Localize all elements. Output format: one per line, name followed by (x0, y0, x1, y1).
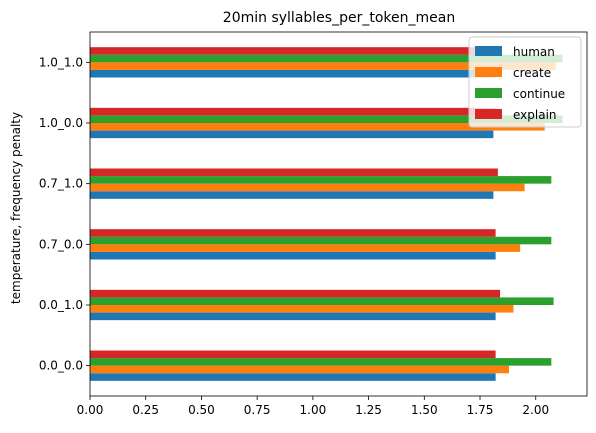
x-tick-label: 0.50 (188, 403, 215, 417)
bar-human-0.7_0.0 (90, 251, 496, 260)
chart-title: 20min syllables_per_token_mean (223, 10, 455, 26)
legend-label-explain: explain (513, 108, 557, 122)
plot-frame (89, 31, 588, 397)
bar-create-0.7_0.0 (90, 244, 521, 252)
bar-continue-1.0_1.0 (90, 54, 563, 63)
bar-explain-0.0_0.0 (90, 350, 496, 359)
y-tick-label: 1.0_1.0 (39, 55, 83, 69)
legend-swatch-explain (475, 109, 502, 119)
legend-label-human: human (513, 45, 555, 59)
x-tick-label: 1.75 (467, 403, 494, 417)
bar-human-0.7_1.0 (90, 191, 494, 199)
legend-label-create: create (513, 66, 551, 80)
x-ticks: 0.00 0.25 0.50 0.75 1.00 1.25 1.50 1.75 2.00 (77, 396, 549, 417)
bar-continue-0.7_1.0 (90, 176, 552, 184)
x-tick-label: 0.75 (244, 403, 271, 417)
legend-swatch-human (475, 46, 502, 56)
bars-group (90, 47, 563, 381)
y-axis-label: temperature, frequency penalty (9, 112, 23, 304)
y-tick-label: 1.0_0.0 (39, 116, 83, 130)
bar-continue-0.7_0.0 (90, 236, 552, 245)
y-ticks: 0.0_0.0 0.0_1.0 0.7_0.0 0.7_1.0 1.0_0.0 1.0_1… (39, 55, 90, 373)
y-tick-label: 0.7_1.0 (39, 177, 83, 191)
legend: human create continue explain (468, 36, 582, 128)
legend-box (468, 36, 582, 128)
bar-explain-0.0_1.0 (90, 289, 501, 298)
bar-continue-0.0_0.0 (90, 358, 552, 366)
bar-human-0.0_1.0 (90, 312, 496, 321)
bar-create-1.0_1.0 (90, 62, 556, 70)
bar-continue-0.0_1.0 (90, 297, 554, 305)
y-tick-label: 0.7_0.0 (39, 237, 83, 251)
bar-explain-0.7_0.0 (90, 229, 496, 237)
x-tick-label: 1.25 (355, 403, 382, 417)
x-tick-label: 1.50 (411, 403, 438, 417)
bar-create-1.0_0.0 (90, 123, 545, 131)
legend-swatch-create (475, 67, 502, 77)
x-tick-label: 2.00 (522, 403, 549, 417)
x-tick-label: 0.00 (77, 403, 104, 417)
bar-explain-1.0_1.0 (90, 47, 496, 55)
bar-human-0.0_0.0 (90, 373, 496, 381)
legend-label-continue: continue (513, 87, 565, 101)
bar-explain-1.0_0.0 (90, 107, 496, 116)
bar-create-0.0_1.0 (90, 305, 514, 313)
bar-human-1.0_1.0 (90, 69, 496, 78)
x-tick-label: 0.25 (132, 403, 159, 417)
y-tick-label: 0.0_1.0 (39, 298, 83, 312)
x-tick-label: 1.00 (300, 403, 327, 417)
y-tick-label: 0.0_0.0 (39, 359, 83, 373)
bar-human-1.0_0.0 (90, 130, 494, 139)
bar-create-0.7_1.0 (90, 183, 525, 192)
bar-create-0.0_0.0 (90, 365, 509, 374)
legend-swatch-continue (475, 88, 502, 98)
bar-explain-0.7_1.0 (90, 168, 498, 177)
bar-continue-1.0_0.0 (90, 115, 563, 123)
